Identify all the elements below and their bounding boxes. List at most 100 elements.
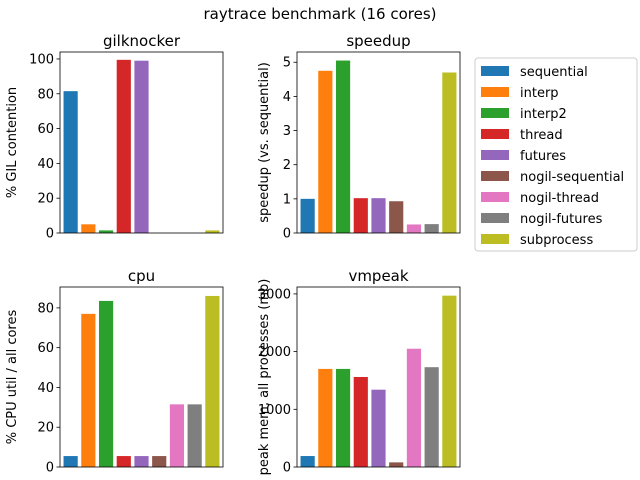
y-axis-label: peak mem, all processes (mb)	[257, 279, 272, 476]
y-tick-label: 0	[46, 227, 54, 242]
subplot-title: cpu	[128, 267, 155, 285]
legend-swatch	[481, 150, 509, 160]
axes-frame	[296, 51, 461, 234]
y-tick-label: 0	[46, 461, 54, 476]
legend-label: nogil-futures	[520, 212, 603, 227]
legend-label: nogil-thread	[520, 191, 599, 206]
y-axis-label: % CPU util / all cores	[5, 310, 20, 445]
y-tick-label: 40	[37, 381, 54, 396]
legend-swatch	[481, 66, 509, 76]
y-axis-label: speedup (vs. sequential)	[257, 62, 272, 223]
y-tick-label: 2000	[258, 345, 291, 360]
y-tick-label: 20	[37, 421, 54, 436]
bar-sequential	[300, 198, 315, 233]
y-tick-label: 40	[37, 157, 54, 172]
y-tick-label: 1	[283, 192, 291, 207]
y-tick-label: 1000	[258, 403, 291, 418]
bar-interp	[81, 313, 96, 467]
legend-label: subprocess	[520, 233, 593, 248]
subplot-speedup: 0 1 2 3 4 5 speedup speedup (vs. sequential)	[257, 32, 461, 242]
bar-interp2	[98, 230, 114, 233]
bar-interp2	[335, 60, 351, 233]
legend-item-sequential: sequential	[481, 65, 588, 80]
y-tick-label: 100	[29, 52, 54, 67]
bar-interp2	[335, 368, 351, 467]
bar-nogil-sequential	[389, 201, 404, 233]
bar-thread	[116, 456, 131, 467]
bar-futures	[134, 456, 149, 467]
figure-title: raytrace benchmark (16 cores)	[203, 5, 436, 23]
y-tick-label: 0	[283, 461, 291, 476]
bar-nogil-thread	[406, 348, 422, 467]
y-tick-label: 60	[37, 341, 54, 356]
y-tick-label: 2	[283, 158, 291, 173]
bar-subprocess	[205, 295, 220, 467]
bar-futures	[371, 198, 386, 233]
legend-item-nogil-thread: nogil-thread	[481, 191, 599, 206]
legend-swatch	[481, 213, 509, 223]
legend-swatch	[481, 129, 509, 139]
bar-subprocess	[442, 72, 457, 234]
bar-interp	[318, 70, 333, 233]
legend-item-subprocess: subprocess	[481, 233, 593, 248]
y-tick-label: 80	[37, 87, 54, 102]
y-tick-label: 3	[283, 124, 291, 139]
y-tick-label: 4	[283, 90, 291, 105]
legend-swatch	[481, 108, 509, 118]
legend-swatch	[481, 192, 509, 202]
legend-swatch	[481, 87, 509, 97]
y-tick-label: 0	[283, 227, 291, 242]
legend-item-interp2: interp2	[481, 107, 567, 122]
bar-thread	[353, 377, 368, 467]
bar-sequential	[63, 456, 78, 467]
legend-item-futures: futures	[481, 149, 566, 164]
y-tick-label: 5	[283, 56, 291, 71]
legend-swatch	[481, 234, 509, 244]
bar-nogil-sequential	[152, 456, 167, 467]
bar-nogil-futures	[187, 404, 202, 467]
bar-subprocess	[442, 295, 457, 467]
legend-item-nogil-futures: nogil-futures	[481, 212, 603, 227]
bar-nogil-thread	[169, 404, 185, 467]
bar-thread	[353, 198, 368, 233]
bar-interp2	[98, 300, 114, 467]
legend-label: interp2	[520, 107, 567, 122]
legend: sequential interp interp2 thread futures nogi…	[474, 57, 638, 252]
axes-frame	[59, 51, 224, 234]
bar-futures	[134, 60, 149, 234]
bar-interp	[81, 224, 96, 233]
bar-nogil-thread	[406, 224, 422, 233]
subplot-title: speedup	[346, 32, 410, 50]
subplot-gilknocker: 0 20 40 60 80 100 gilknocker % GIL contention	[5, 32, 224, 242]
subplot-vmpeak: 0 1000 2000 3000 vmpeak peak mem, all process…	[257, 267, 461, 476]
y-tick-label: 3000	[258, 287, 291, 302]
legend-frame	[474, 57, 638, 252]
legend-label: thread	[520, 128, 563, 143]
axes-frame	[59, 286, 224, 468]
bar-sequential	[300, 456, 315, 467]
bar-sequential	[63, 91, 78, 233]
subplot-title: vmpeak	[348, 267, 408, 285]
legend-label: interp	[520, 86, 559, 101]
bar-thread	[116, 59, 131, 233]
bar-subprocess	[205, 230, 220, 233]
subplot-cpu: 0 20 40 60 80 cpu % CPU util / all cores	[5, 267, 224, 476]
y-tick-label: 80	[37, 301, 54, 316]
bar-nogil-futures	[424, 367, 439, 467]
subplot-title: gilknocker	[103, 32, 181, 50]
bar-nogil-sequential	[389, 462, 404, 467]
bar-nogil-futures	[424, 224, 439, 233]
bar-futures	[371, 389, 386, 467]
legend-label: futures	[520, 149, 566, 164]
axes-frame	[296, 286, 461, 468]
legend-swatch	[481, 171, 509, 181]
y-tick-label: 20	[37, 192, 54, 207]
y-tick-label: 60	[37, 122, 54, 137]
bar-interp	[318, 368, 333, 467]
legend-item-interp: interp	[481, 86, 559, 101]
legend-label: sequential	[520, 65, 588, 80]
legend-label: nogil-sequential	[520, 170, 624, 185]
legend-item-thread: thread	[481, 128, 563, 143]
